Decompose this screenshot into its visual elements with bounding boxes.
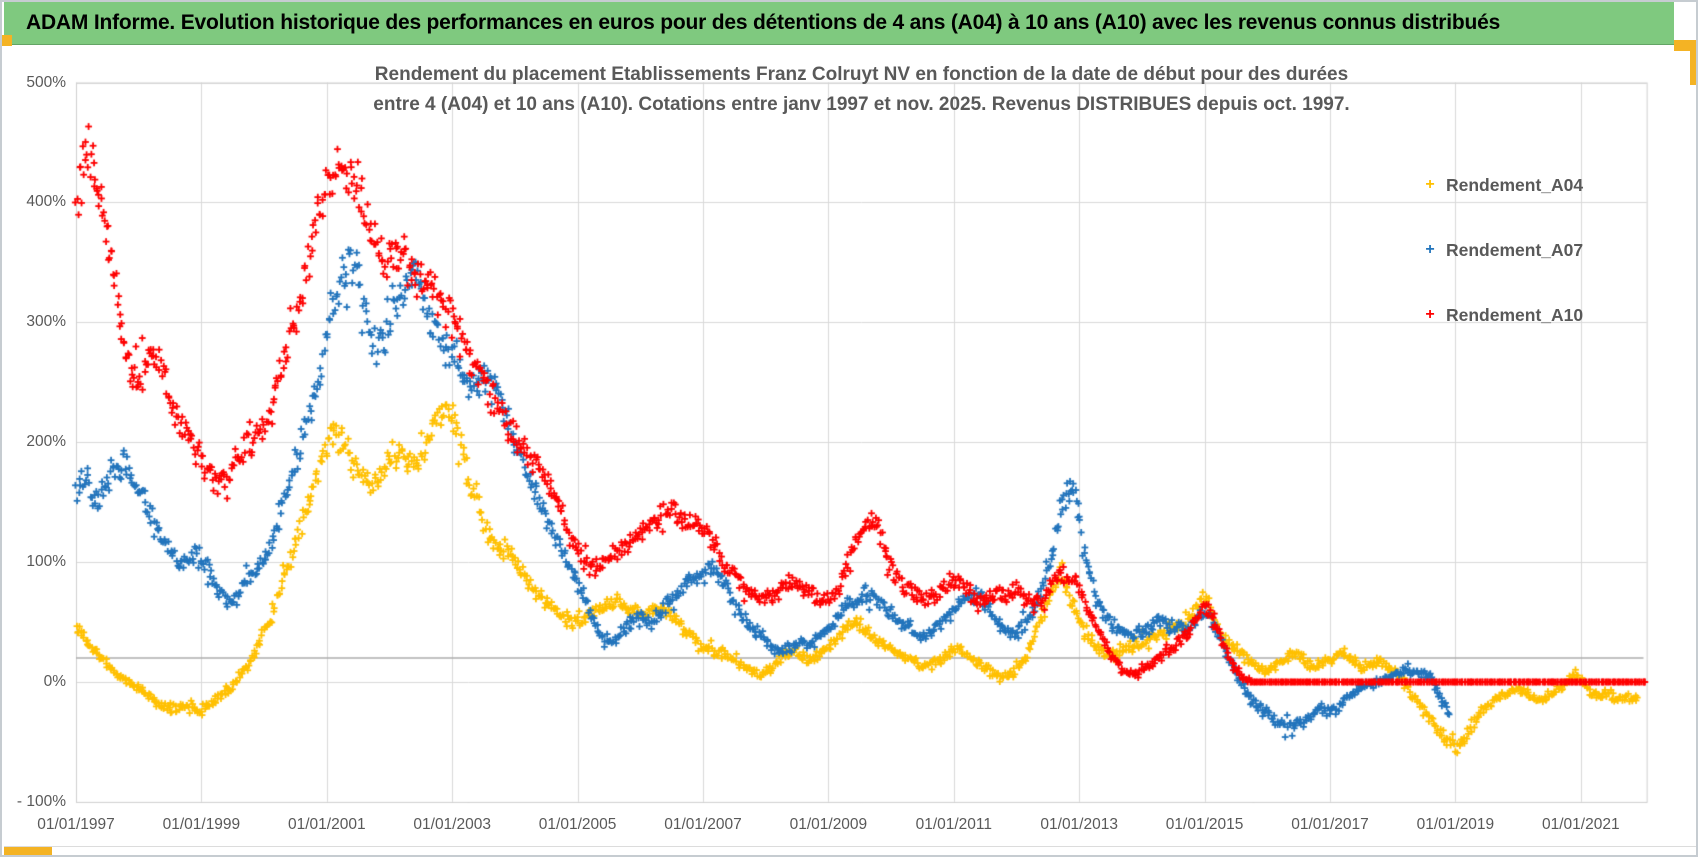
x-tick-label: 01/01/2001: [288, 816, 366, 833]
x-tick-label: 01/01/2019: [1416, 816, 1495, 833]
legend-item: + Rendement_A04: [1422, 170, 1583, 200]
orange-accent-corner-v: [1690, 40, 1696, 85]
x-tick-label: 01/01/2007: [664, 816, 742, 833]
x-tick-label: 01/01/2015: [1165, 816, 1244, 833]
x-tick-label: 01/01/2013: [1040, 816, 1118, 833]
y-tick-label: 0%: [43, 673, 66, 690]
y-tick-label: 400%: [26, 193, 66, 211]
orange-accent-corner-h: [1674, 40, 1696, 51]
x-tick-label: 01/01/1997: [37, 816, 115, 833]
legend-item-label: Rendement_A07: [1446, 239, 1584, 260]
x-tick-label: 01/01/2011: [915, 816, 993, 833]
y-tick-label: - 100%: [16, 792, 66, 810]
legend-item: + Rendement_A10: [1422, 300, 1583, 330]
x-tick-label: 01/01/2021: [1542, 816, 1620, 833]
plus-marker-icon: +: [1425, 306, 1435, 323]
legend-item: + Rendement_A07: [1422, 235, 1583, 265]
x-tick-label: 01/01/2005: [538, 816, 617, 833]
y-tick-label: 200%: [26, 433, 66, 451]
plus-marker-icon: +: [1425, 241, 1435, 258]
legend-item-label: Rendement_A10: [1446, 304, 1584, 325]
chart-bottom-border: [4, 846, 1696, 847]
x-tick-label: 01/01/2003: [413, 816, 491, 833]
y-tick-label: 500%: [26, 73, 66, 91]
orange-accent-top-left: [2, 35, 12, 46]
orange-accent-bottom-left: [4, 847, 52, 855]
legend-item-label: Rendement_A04: [1446, 174, 1584, 195]
legend: + Rendement_A04 + Rendement_A07 + Rendem…: [1422, 170, 1583, 365]
x-tick-label: 01/01/2009: [789, 816, 868, 833]
y-tick-label: 100%: [26, 553, 66, 571]
plus-marker-icon: +: [1425, 176, 1435, 193]
y-tick-label: 300%: [26, 313, 66, 331]
x-tick-label: 01/01/2017: [1291, 816, 1369, 833]
x-tick-label: 01/01/1999: [162, 816, 241, 833]
